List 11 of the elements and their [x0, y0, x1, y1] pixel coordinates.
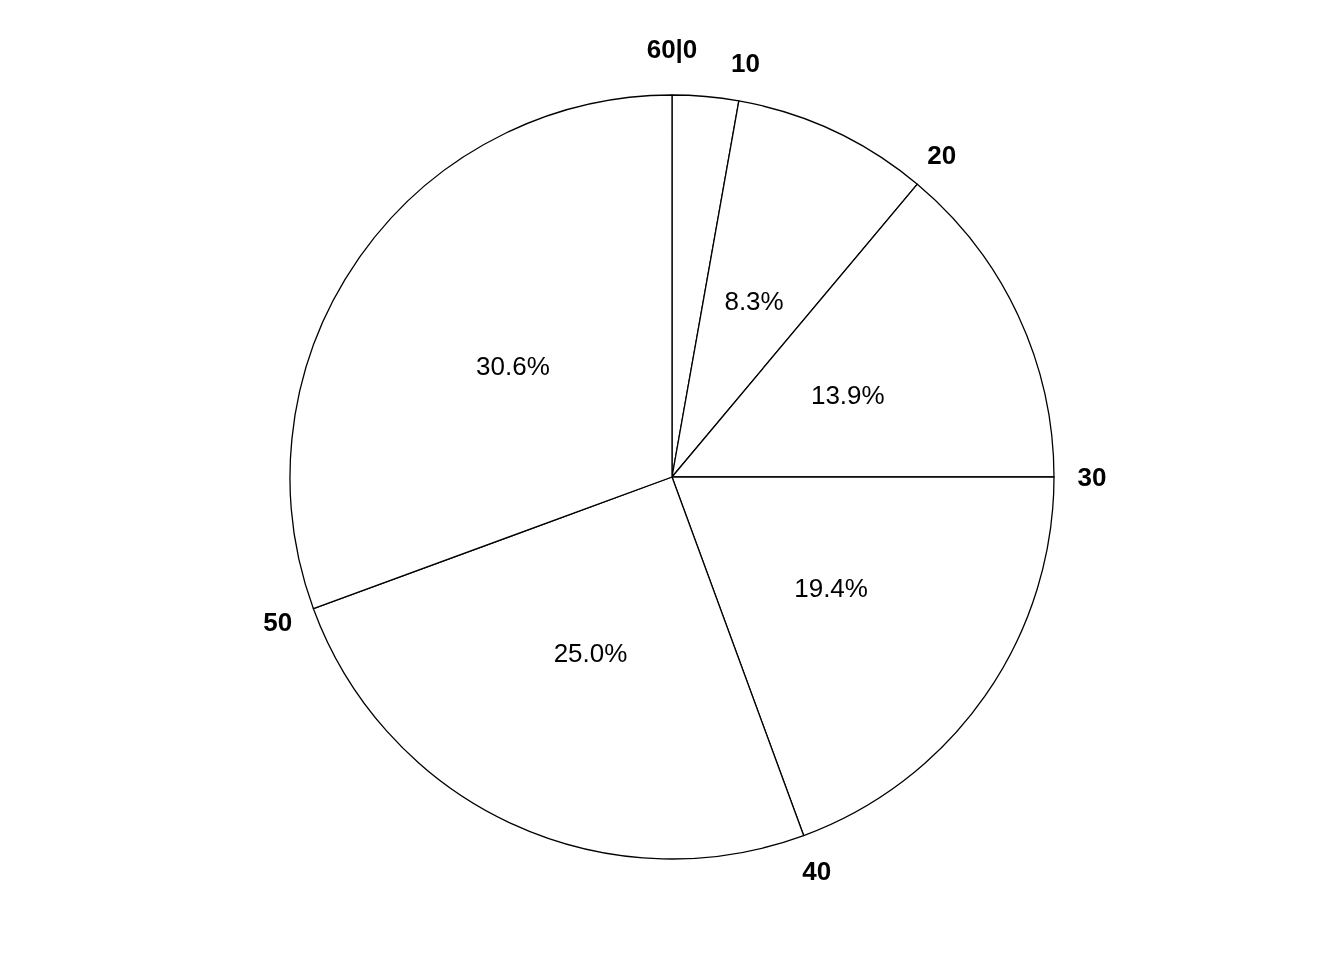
- data-label: 13.9%: [810, 379, 885, 410]
- text: 30: [1077, 462, 1107, 492]
- text: 60|0: [646, 34, 698, 64]
- data-label: 25.0%: [553, 638, 628, 669]
- text: 50: [263, 606, 293, 637]
- text: 10: [731, 48, 760, 79]
- data-label: 8.3%: [724, 286, 784, 317]
- data-label: 19.4%: [794, 573, 868, 604]
- text: 40: [802, 856, 832, 887]
- text: 20: [927, 140, 957, 171]
- data-label: 30.6%: [476, 350, 550, 381]
